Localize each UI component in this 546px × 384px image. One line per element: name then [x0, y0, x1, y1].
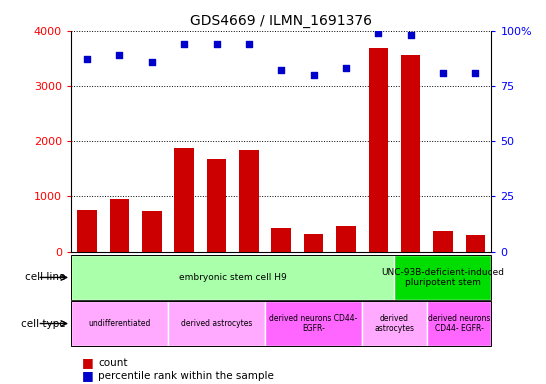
Bar — [362, 301, 427, 346]
Point — [83, 56, 92, 63]
Text: embryonic stem cell H9: embryonic stem cell H9 — [179, 273, 287, 282]
Point — [471, 70, 479, 76]
Bar — [207, 159, 226, 252]
Text: derived astrocytes: derived astrocytes — [181, 319, 252, 328]
Bar — [71, 301, 168, 346]
Point — [147, 59, 156, 65]
Bar — [175, 148, 194, 252]
Point — [374, 30, 383, 36]
Bar — [433, 230, 453, 252]
Point — [438, 70, 447, 76]
Bar — [265, 301, 362, 346]
Bar — [304, 234, 323, 252]
Text: count: count — [98, 358, 128, 368]
Bar — [427, 301, 491, 346]
Bar — [369, 48, 388, 252]
Text: cell type: cell type — [21, 318, 66, 329]
Text: derived neurons
CD44- EGFR-: derived neurons CD44- EGFR- — [428, 314, 490, 333]
Bar — [71, 255, 394, 300]
Bar — [466, 235, 485, 252]
Bar — [142, 211, 162, 252]
Bar — [394, 255, 491, 300]
Point — [341, 65, 350, 71]
Text: cell line: cell line — [25, 272, 66, 283]
Text: derived neurons CD44-
EGFR-: derived neurons CD44- EGFR- — [269, 314, 358, 333]
Bar — [401, 55, 420, 252]
Bar — [110, 199, 129, 252]
Title: GDS4669 / ILMN_1691376: GDS4669 / ILMN_1691376 — [190, 14, 372, 28]
Bar — [239, 150, 259, 252]
Point — [309, 72, 318, 78]
Text: ■: ■ — [82, 369, 94, 382]
Bar — [336, 226, 355, 252]
Text: UNC-93B-deficient-induced
pluripotent stem: UNC-93B-deficient-induced pluripotent st… — [382, 268, 505, 287]
Text: undifferentiated: undifferentiated — [88, 319, 151, 328]
Bar — [78, 210, 97, 252]
Text: ■: ■ — [82, 356, 94, 369]
Point — [277, 68, 286, 74]
Point — [212, 41, 221, 47]
Point — [115, 52, 124, 58]
Point — [406, 32, 415, 38]
Point — [245, 41, 253, 47]
Bar — [168, 301, 265, 346]
Text: percentile rank within the sample: percentile rank within the sample — [98, 371, 274, 381]
Text: derived
astrocytes: derived astrocytes — [375, 314, 414, 333]
Point — [180, 41, 188, 47]
Bar — [271, 228, 291, 252]
